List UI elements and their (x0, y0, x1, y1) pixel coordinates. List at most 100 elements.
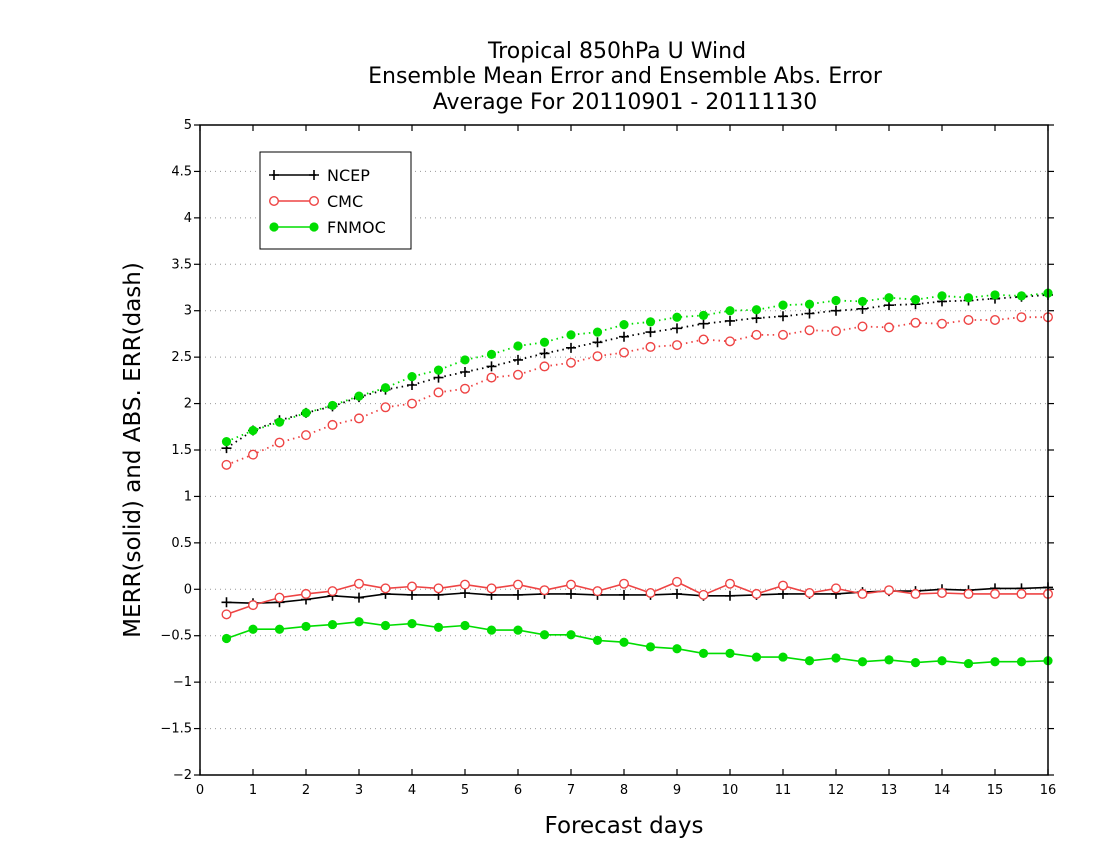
legend-entry-cmc: CMC (269, 192, 363, 211)
y-tick-label: 5 (184, 118, 192, 133)
x-axis-label: Forecast days (545, 813, 704, 839)
y-tick-label: 0 (184, 582, 192, 597)
data-point-ncep-abs-err (486, 361, 497, 372)
data-point-fnmoc-merr (1016, 657, 1027, 667)
data-point-fnmoc-abs-err (327, 400, 338, 411)
data-point-cmc-merr (221, 609, 232, 620)
data-point-cmc-abs-err (221, 459, 232, 470)
data-point-ncep-abs-err (645, 327, 656, 338)
series-line-cmc-merr (226, 581, 1048, 616)
data-point-ncep-merr (354, 592, 364, 603)
data-point-fnmoc-merr (672, 644, 682, 654)
data-point-cmc-abs-err (937, 318, 948, 329)
series-fnmoc (221, 288, 1053, 669)
data-point-fnmoc-merr (778, 652, 788, 662)
data-point-fnmoc-abs-err (407, 372, 417, 382)
title-line-2: Ensemble Mean Error and Ensemble Abs. Er… (368, 64, 883, 89)
series-line-ncep-merr (226, 586, 1049, 605)
data-point-cmc-merr (831, 583, 842, 594)
data-point-cmc-merr (1016, 588, 1027, 599)
x-tick-label: 13 (881, 783, 898, 798)
data-point-fnmoc-merr (327, 619, 338, 630)
data-point-cmc-merr (698, 589, 709, 600)
plot-frame (199, 124, 1049, 776)
x-tick-label: 7 (567, 783, 575, 798)
x-tick-label: 11 (775, 783, 792, 798)
data-point-cmc-abs-err (672, 340, 683, 351)
data-point-ncep-merr (672, 588, 682, 599)
data-point-fnmoc-merr (433, 622, 444, 632)
data-point-cmc-merr (910, 588, 921, 599)
legend-marker (269, 195, 280, 206)
data-point-cmc-abs-err (857, 321, 868, 332)
data-point-cmc-merr (460, 579, 471, 590)
data-point-cmc-abs-err (725, 336, 736, 347)
data-point-ncep-abs-err (751, 313, 762, 324)
x-tick-label: 8 (620, 783, 628, 798)
data-point-cmc-abs-err (804, 325, 815, 336)
chart-title: Tropical 850hPa U Wind Ensemble Mean Err… (368, 39, 883, 115)
data-point-cmc-merr (804, 588, 815, 599)
data-point-cmc-merr (433, 583, 444, 594)
data-point-ncep-abs-err (460, 367, 470, 377)
data-point-cmc-merr (751, 588, 762, 599)
data-point-fnmoc-merr (884, 655, 894, 665)
data-point-fnmoc-merr (910, 658, 921, 668)
data-point-cmc-merr (407, 581, 418, 592)
data-point-ncep-abs-err (698, 318, 709, 329)
data-point-cmc-merr (380, 583, 391, 594)
data-point-cmc-abs-err (619, 347, 630, 358)
y-tick-label: −1 (173, 675, 192, 690)
data-point-fnmoc-merr (221, 633, 232, 644)
data-point-ncep-merr (778, 588, 788, 599)
data-point-fnmoc-merr (645, 642, 656, 652)
y-tick-label: −2 (173, 768, 192, 783)
x-tick-label: 1 (249, 783, 257, 798)
y-tick-label: −0.5 (160, 629, 192, 644)
data-point-cmc-abs-err (460, 383, 471, 394)
data-point-ncep-abs-err (407, 380, 417, 390)
data-point-cmc-abs-err (963, 315, 974, 326)
y-tick-label: 2 (184, 397, 192, 412)
data-point-cmc-abs-err (539, 361, 550, 372)
data-point-cmc-merr (937, 588, 948, 599)
data-point-cmc-abs-err (407, 398, 418, 409)
data-point-cmc-abs-err (380, 402, 391, 413)
y-tick-label: 1 (184, 489, 192, 504)
data-point-fnmoc-abs-err (804, 299, 815, 309)
data-point-fnmoc-abs-err (354, 391, 364, 401)
data-point-cmc-merr (513, 579, 524, 590)
series-line-cmc-abs-err (226, 316, 1048, 466)
data-point-cmc-abs-err (751, 329, 762, 340)
data-point-ncep-abs-err (619, 331, 629, 342)
legend: NCEP CMC FNMOC (259, 151, 412, 250)
data-point-fnmoc-abs-err (857, 296, 868, 307)
y-tick-label: 1.5 (171, 443, 192, 458)
data-point-fnmoc-abs-err (301, 408, 311, 418)
data-point-cmc-abs-err (301, 430, 312, 441)
data-point-fnmoc-abs-err (725, 306, 735, 316)
data-point-fnmoc-abs-err (513, 341, 523, 351)
axis-ticks: −2−1.5−1−0.500.511.522.533.544.550 1 2 3 4 5 6… (160, 118, 1056, 798)
data-point-ncep-abs-err (513, 354, 523, 365)
data-point-cmc-abs-err (645, 341, 656, 352)
data-point-cmc-abs-err (831, 326, 842, 337)
data-point-cmc-abs-err (884, 322, 895, 333)
data-point-cmc-abs-err (1016, 312, 1027, 323)
y-axis-label: MERR(solid) and ABS. ERR(dash) (120, 262, 146, 638)
data-point-cmc-merr (301, 588, 312, 599)
data-point-cmc-abs-err (592, 351, 603, 362)
legend-entry-fnmoc: FNMOC (269, 218, 386, 237)
data-point-cmc-abs-err (566, 357, 577, 368)
data-point-ncep-merr (566, 588, 576, 599)
series-line-ncep-abs-err (226, 294, 1049, 449)
data-point-fnmoc-merr (486, 625, 497, 635)
x-tick-label: 15 (987, 783, 1004, 798)
y-tick-label: 3 (184, 304, 192, 319)
legend-marker (269, 170, 279, 180)
data-point-fnmoc-merr (460, 620, 470, 631)
data-point-fnmoc-merr (963, 658, 974, 669)
series-ncep (221, 289, 1053, 609)
x-tick-label: 6 (514, 783, 522, 798)
data-point-cmc-merr (592, 586, 603, 597)
